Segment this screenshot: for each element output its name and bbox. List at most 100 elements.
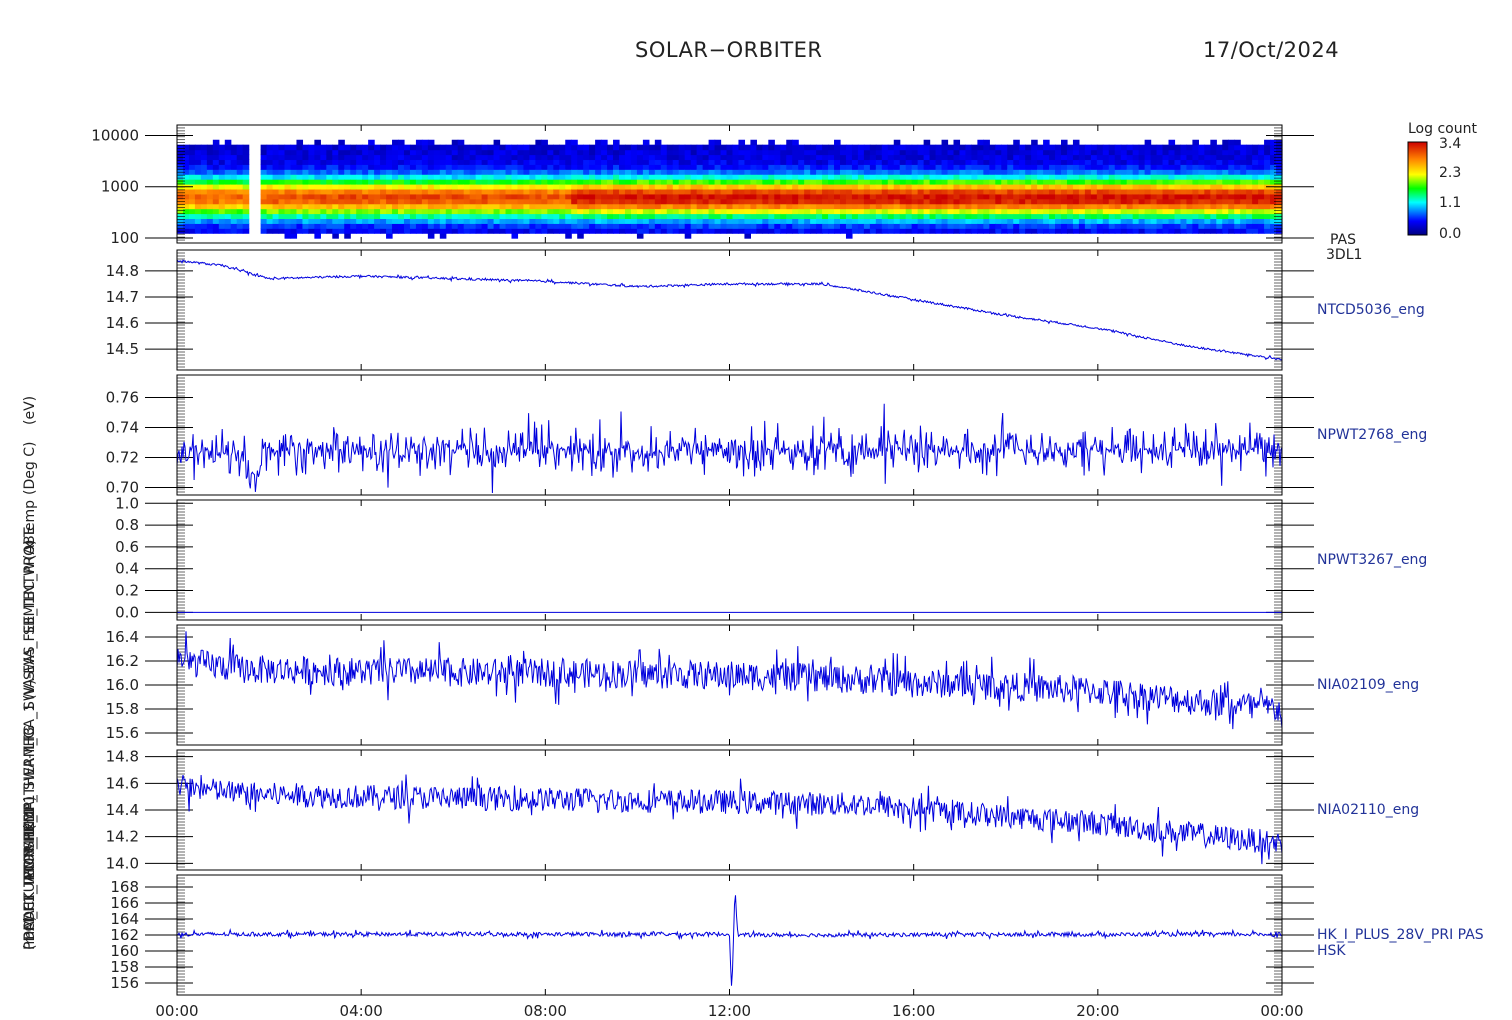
spectrogram-cell: [1013, 154, 1020, 161]
spectrogram-cell: [523, 188, 531, 195]
spectrogram-cell: [690, 164, 698, 170]
spectrogram-cell: [965, 149, 973, 156]
spectrogram-cell: [714, 184, 722, 190]
spectrogram-cell: [1174, 188, 1182, 195]
spectrogram-cell: [1210, 169, 1217, 175]
spectrogram-cell: [583, 144, 590, 151]
spectrogram-cell: [212, 198, 220, 205]
spectrogram-cell: [535, 139, 542, 146]
spectrogram-cell: [451, 198, 459, 205]
spectrogram-cell: [517, 149, 525, 156]
spectrogram-cell: [929, 208, 937, 215]
spectrogram-cell: [768, 169, 775, 175]
spectrogram-cell: [296, 159, 304, 165]
spectrogram-cell: [218, 174, 226, 180]
spectrogram-cell: [1114, 223, 1122, 229]
spectrogram-cell: [1108, 223, 1116, 229]
spectrogram-cell: [469, 144, 477, 151]
spectrogram-cell: [421, 218, 429, 224]
spectrogram-cell: [1019, 218, 1026, 224]
spectrogram-cell: [320, 184, 327, 190]
spectrogram-cell: [732, 208, 740, 215]
spectrogram-cell: [893, 154, 901, 161]
spectrogram-cell: [1043, 184, 1050, 190]
spectrogram-cell: [804, 159, 811, 165]
spectrogram-cell: [1168, 139, 1176, 146]
spectrogram-cell: [613, 164, 620, 170]
spectrogram-cell: [380, 208, 387, 215]
spectrogram-cell: [923, 179, 931, 185]
spectrogram-cell: [875, 203, 883, 210]
spectrogram-cell: [792, 149, 799, 156]
spectrogram-cell: [1037, 213, 1044, 220]
spectrogram-cell: [1204, 149, 1211, 156]
spectrogram-cell: [1096, 179, 1104, 185]
spectrogram-cell: [577, 159, 584, 165]
spectrogram-cell: [200, 208, 208, 215]
spectrogram-cell: [559, 213, 566, 220]
spectrogram-cell: [481, 159, 489, 165]
spectrogram-cell: [613, 223, 620, 229]
spectrogram-cell: [816, 164, 823, 170]
spectrogram-cell: [1031, 139, 1038, 146]
spectrogram-cell: [1078, 179, 1086, 185]
spectrogram-cell: [863, 193, 871, 200]
spectrogram-cell: [439, 154, 447, 161]
spectrogram-cell: [242, 203, 250, 210]
spectrogram-cell: [1049, 164, 1056, 170]
spectrogram-cell: [1162, 188, 1170, 195]
spectrogram-cell: [559, 203, 566, 210]
spectrogram-cell: [977, 228, 984, 234]
spectrogram-cell: [607, 218, 614, 224]
spectrogram-cell: [308, 203, 315, 210]
spectrogram-cell: [380, 169, 387, 175]
spectrogram-cell: [1043, 208, 1050, 215]
spectrogram-cell: [1234, 203, 1241, 210]
y-tick-label: 14.6: [106, 774, 139, 792]
spectrogram-cell: [624, 208, 632, 215]
spectrogram-cell: [571, 149, 578, 156]
spectrogram-cell: [959, 218, 967, 224]
spectrogram-cell: [840, 228, 847, 234]
spectrogram-cell: [624, 213, 632, 220]
spectrogram-cell: [356, 149, 363, 156]
spectrogram-cell: [678, 213, 686, 220]
spectrogram-cell: [224, 208, 232, 215]
colorbar-title: Log count: [1408, 121, 1477, 137]
spectrogram-cell: [607, 208, 614, 215]
spectrogram-cell: [834, 218, 841, 224]
spectrogram-cell: [828, 179, 835, 185]
spectrogram-cell: [260, 159, 268, 165]
spectrogram-cell: [1025, 213, 1032, 220]
spectrogram-cell: [571, 223, 578, 229]
spectrogram-cell: [1204, 164, 1211, 170]
spectrogram-cell: [511, 208, 519, 215]
spectrogram-cell: [947, 208, 955, 215]
spectrogram-cell: [583, 184, 590, 190]
spectrogram-cell: [708, 174, 716, 180]
spectrogram-cell: [457, 144, 465, 151]
spectrogram-cell: [1078, 213, 1086, 220]
spectrogram-cell: [929, 164, 937, 170]
spectrogram-cell: [1150, 149, 1158, 156]
spectrogram-cell: [439, 188, 447, 195]
spectrogram-cell: [427, 213, 435, 220]
spectrogram-cell: [619, 223, 626, 229]
spectrogram-cell: [260, 213, 268, 220]
spectrogram-cell: [720, 169, 728, 175]
spectrogram-cell: [881, 193, 889, 200]
spectrogram-cell: [834, 144, 841, 151]
spectrogram-cell: [1114, 174, 1122, 180]
spectrogram-cell: [1246, 228, 1253, 234]
spectrogram-cell: [834, 164, 841, 170]
spectrogram-cell: [869, 174, 877, 180]
spectrogram-cell: [260, 198, 268, 205]
spectrogram-cell: [624, 154, 632, 161]
spectrogram-cell: [1090, 188, 1098, 195]
spectrogram-cell: [356, 188, 363, 195]
spectrogram-cell: [971, 203, 978, 210]
spectrogram-cell: [356, 184, 363, 190]
spectrogram-cell: [218, 228, 226, 234]
spectrogram-cell: [792, 198, 799, 205]
spectrogram-cell: [744, 203, 752, 210]
